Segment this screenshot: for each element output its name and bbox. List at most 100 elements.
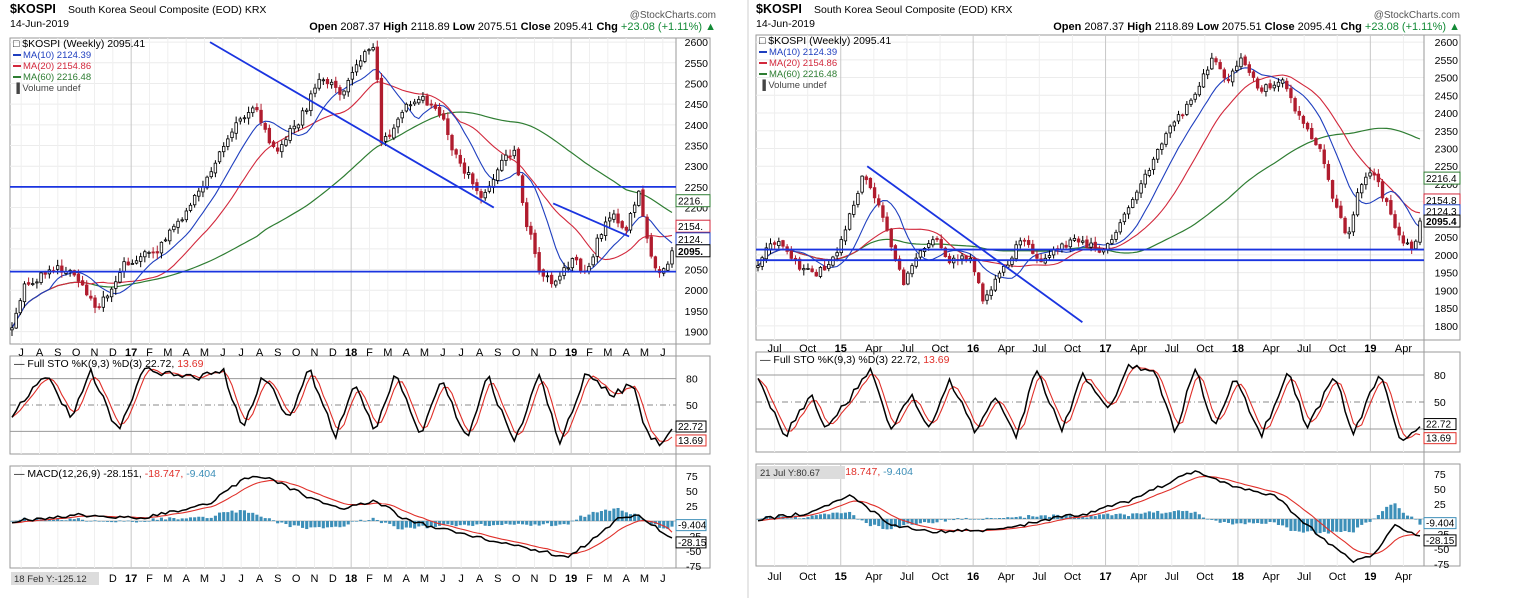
candle-body — [192, 195, 197, 206]
legend-ma10: MA(10) 2124.39 — [23, 50, 91, 61]
ohlc-part: 2118.89 — [408, 21, 453, 33]
candle-body — [516, 148, 521, 176]
x-tick-label: Jul — [1032, 343, 1046, 355]
macd-histogram-bar — [1356, 519, 1360, 528]
macd-histogram-bar — [371, 517, 375, 521]
sto-d-line — [757, 365, 1421, 440]
macd-histogram-bar — [1210, 519, 1214, 520]
chart-symbol: $KOSPI — [756, 2, 802, 16]
macd-histogram-bar — [570, 520, 574, 522]
macd-histogram-bar — [620, 510, 624, 521]
candle-body — [118, 272, 122, 283]
macd-histogram-bar — [997, 518, 1002, 519]
macd-histogram-bar — [64, 520, 68, 521]
macd-histogram-bar — [860, 519, 864, 521]
macd-histogram-bar — [1343, 519, 1347, 532]
macd-histogram-bar — [508, 521, 512, 525]
candle-body — [935, 237, 939, 241]
candle-body — [1218, 62, 1222, 70]
price-tag-box — [675, 219, 711, 233]
macd-histogram-bar — [188, 517, 193, 521]
candle-body — [931, 239, 935, 246]
brand-text: @StockCharts.com — [630, 10, 716, 21]
macd-histogram-bar — [1251, 519, 1256, 524]
macd-histogram-bar — [151, 518, 155, 521]
macd-histogram-bar — [1193, 511, 1197, 519]
candle-body — [810, 268, 814, 272]
macd-histogram-bar — [1372, 518, 1376, 520]
x-tick-label-bottom: A — [622, 573, 630, 585]
candle-body — [628, 213, 633, 231]
macd-histogram-bar — [1314, 519, 1318, 534]
macd-histogram-bar — [604, 509, 608, 521]
ohlc-part: 2075.51 — [1219, 21, 1265, 33]
candle-body — [624, 226, 629, 231]
macd-histogram-bar — [305, 521, 309, 530]
macd-histogram-bar — [1068, 515, 1072, 519]
macd-histogram-bar — [823, 513, 827, 519]
macd-histogram-bar — [51, 520, 56, 521]
macd-histogram-bar — [574, 519, 579, 521]
brand-text: @StockCharts.com — [1374, 10, 1460, 21]
candle-body — [872, 187, 877, 199]
candle-body — [263, 123, 267, 130]
candle-body — [1310, 127, 1314, 140]
macd-histogram-bar — [1289, 519, 1293, 531]
x-tick-label-bottom: Oct — [931, 571, 948, 583]
candle-body — [504, 154, 508, 161]
x-tick-label: 19 — [565, 347, 577, 359]
candle-body — [989, 289, 993, 296]
x-tick-label: 17 — [125, 347, 137, 359]
macd-histogram-bar — [234, 512, 238, 521]
candle-body — [885, 216, 889, 231]
macd-histogram-bar — [22, 517, 26, 521]
candle-body — [806, 267, 810, 270]
macd-histogram-bar — [1226, 519, 1231, 523]
candle-body — [1093, 241, 1097, 249]
x-tick-label-bottom: A — [182, 573, 190, 585]
macd-histogram-bar — [802, 518, 806, 519]
candle-body — [495, 169, 500, 181]
macd-histogram-bar — [222, 512, 226, 521]
ma10-line — [757, 67, 1421, 279]
candle-body — [1114, 231, 1118, 240]
candle-body — [379, 77, 384, 144]
x-tick-label-bottom: Jul — [900, 571, 914, 583]
macd-histogram-bar — [541, 521, 545, 525]
candle-body — [466, 172, 471, 176]
macd-histogram-bar — [1164, 512, 1168, 519]
macd-tag-box — [675, 519, 707, 532]
candle-body — [1189, 99, 1193, 105]
candle-body — [105, 295, 110, 299]
macd-histogram-bar — [1160, 513, 1164, 519]
macd-histogram-bar — [1335, 519, 1339, 532]
macd-histogram-bar — [1143, 512, 1147, 519]
price-tick-label: 2450 — [685, 99, 709, 111]
macd-histogram-bar — [89, 520, 93, 522]
price-tick-label: 2000 — [1435, 250, 1459, 262]
candle-body — [1330, 180, 1335, 199]
candle-body — [209, 171, 213, 178]
candle-body — [1285, 80, 1289, 90]
macd-histogram-bar — [1339, 519, 1343, 532]
candle-body — [114, 281, 118, 289]
candle-body — [616, 213, 620, 224]
candle-body — [10, 327, 14, 331]
macd-histogram-bar — [271, 520, 276, 521]
candle-body — [1164, 133, 1168, 145]
x-tick-label-bottom: N — [311, 573, 319, 585]
macd-histogram-bar — [176, 519, 180, 521]
macd-histogram-bar — [317, 521, 321, 528]
candle-body — [188, 204, 193, 211]
candle-body — [296, 124, 301, 129]
macd-histogram-bar — [566, 521, 570, 525]
price-tag-label: 2124. — [678, 235, 703, 246]
macd-histogram-bar — [1264, 519, 1268, 524]
candle-body — [151, 251, 155, 254]
macd-histogram-bar — [939, 519, 943, 520]
macd-histogram-bar — [1156, 510, 1160, 519]
x-tick-label: 18 — [1232, 343, 1244, 355]
candle-body — [338, 87, 342, 95]
macd-tick-label: -75 — [686, 561, 701, 573]
cursor-readout-box — [757, 466, 845, 479]
